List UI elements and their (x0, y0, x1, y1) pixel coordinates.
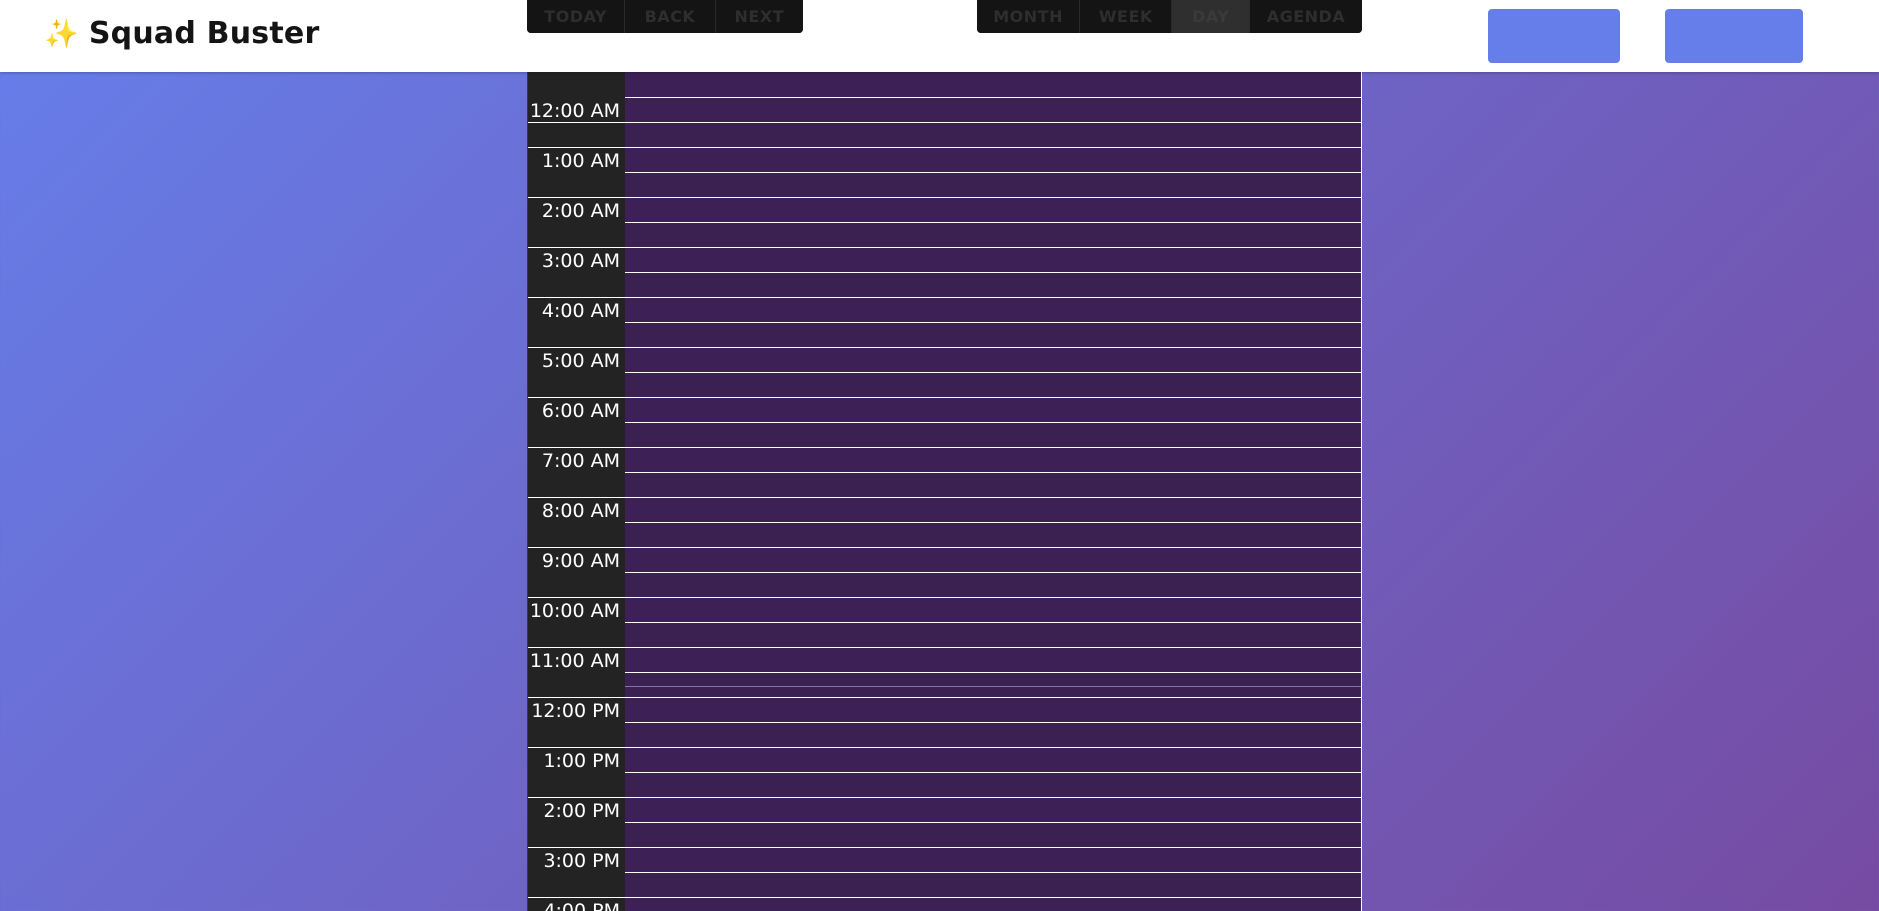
time-label: 12:00 AM (529, 100, 620, 122)
half-hour-slot[interactable] (625, 523, 1361, 548)
half-hour-slot[interactable] (625, 448, 1361, 473)
time-gutter: 12:00 AM 1:00 AM 2:00 AM 3:00 AM 4:00 AM 5:00… (527, 72, 626, 911)
time-slot: 9:00 AM (528, 548, 626, 598)
time-label: 3:00 PM (543, 850, 620, 872)
half-hour-slot[interactable] (625, 898, 1361, 911)
half-hour-slot[interactable] (625, 423, 1361, 448)
time-slot: 4:00 PM (528, 898, 626, 911)
time-label: 6:00 AM (541, 400, 620, 422)
time-slot: 3:00 AM (528, 248, 626, 298)
agenda-view-button[interactable]: AGENDA (1249, 0, 1362, 33)
time-slot: 12:00 AM (528, 98, 626, 148)
half-hour-slot[interactable] (625, 148, 1361, 173)
time-label: 3:00 AM (541, 250, 620, 272)
half-hour-slot[interactable] (625, 273, 1361, 298)
today-button[interactable]: TODAY (527, 0, 626, 33)
half-hour-slot[interactable] (625, 623, 1361, 648)
header-action-button-1[interactable] (1488, 9, 1620, 63)
half-hour-slot[interactable] (625, 823, 1361, 848)
half-hour-slot[interactable] (625, 548, 1361, 573)
next-button[interactable]: NEXT (715, 0, 803, 33)
time-slot: 2:00 AM (528, 198, 626, 248)
half-hour-slot[interactable] (625, 248, 1361, 273)
header-action-button-2[interactable] (1665, 9, 1803, 63)
half-hour-slot[interactable] (625, 748, 1361, 773)
app-title: Squad Buster (88, 16, 320, 51)
time-slot: 3:00 PM (528, 848, 626, 898)
time-label: 7:00 AM (541, 450, 620, 472)
half-hour-slot[interactable] (625, 223, 1361, 248)
time-label: 4:00 PM (543, 900, 620, 911)
half-hour-slot[interactable] (625, 573, 1361, 598)
time-slot: 8:00 AM (528, 498, 626, 548)
time-slot: 1:00 AM (528, 148, 626, 198)
calendar-view-toolbar: MONTH WEEK DAY AGENDA (977, 0, 1362, 33)
month-view-button[interactable]: MONTH (977, 0, 1081, 33)
time-label: 2:00 AM (541, 200, 620, 222)
time-label: 2:00 PM (543, 800, 620, 822)
brand[interactable]: ✨ Squad Buster (44, 16, 319, 51)
time-slot: 4:00 AM (528, 298, 626, 348)
half-hour-slot[interactable] (625, 398, 1361, 423)
time-label: 9:00 AM (541, 550, 620, 572)
time-label: 1:00 PM (543, 750, 620, 772)
half-hour-slot[interactable] (625, 798, 1361, 823)
half-hour-slot[interactable] (625, 373, 1361, 398)
time-label: 8:00 AM (541, 500, 620, 522)
half-hour-slot[interactable] (625, 323, 1361, 348)
time-slot: 1:00 PM (528, 748, 626, 798)
current-time-indicator (625, 686, 1361, 687)
calendar-nav-toolbar: TODAY BACK NEXT (527, 0, 803, 33)
day-column[interactable] (625, 72, 1362, 911)
time-label: 10:00 AM (529, 600, 620, 622)
time-slot: 5:00 AM (528, 348, 626, 398)
time-label: 11:00 AM (529, 650, 620, 672)
half-hour-slot[interactable] (625, 348, 1361, 373)
half-hour-slot[interactable] (625, 648, 1361, 673)
day-view-button[interactable]: DAY (1172, 0, 1250, 33)
half-hour-slot[interactable] (625, 98, 1361, 123)
time-label: 12:00 PM (531, 700, 620, 722)
half-hour-slot[interactable] (625, 598, 1361, 623)
half-hour-slot[interactable] (625, 723, 1361, 748)
sparkles-icon: ✨ (44, 16, 79, 50)
week-view-button[interactable]: WEEK (1080, 0, 1173, 33)
half-hour-slot[interactable] (625, 298, 1361, 323)
day-calendar: 12:00 AM 1:00 AM 2:00 AM 3:00 AM 4:00 AM 5:00… (527, 48, 1362, 911)
time-label: 4:00 AM (541, 300, 620, 322)
half-hour-slot[interactable] (625, 673, 1361, 698)
time-slot: 7:00 AM (528, 448, 626, 498)
half-hour-slot[interactable] (625, 123, 1361, 148)
all-day-gutter (528, 96, 626, 123)
time-slot: 10:00 AM (528, 598, 626, 648)
time-slot: 6:00 AM (528, 398, 626, 448)
half-hour-slot[interactable] (625, 473, 1361, 498)
half-hour-slot[interactable] (625, 198, 1361, 223)
half-hour-slot[interactable] (625, 848, 1361, 873)
half-hour-slot[interactable] (625, 773, 1361, 798)
half-hour-slot[interactable] (625, 173, 1361, 198)
time-slot: 2:00 PM (528, 798, 626, 848)
all-day-slot[interactable] (625, 72, 1361, 98)
time-label: 1:00 AM (541, 150, 620, 172)
time-slot: 12:00 PM (528, 698, 626, 748)
half-hour-slot[interactable] (625, 873, 1361, 898)
half-hour-slot[interactable] (625, 698, 1361, 723)
time-slot: 11:00 AM (528, 648, 626, 698)
back-button[interactable]: BACK (625, 0, 716, 33)
app-header: ✨ Squad Buster (0, 0, 1879, 72)
time-label: 5:00 AM (541, 350, 620, 372)
half-hour-slot[interactable] (625, 498, 1361, 523)
